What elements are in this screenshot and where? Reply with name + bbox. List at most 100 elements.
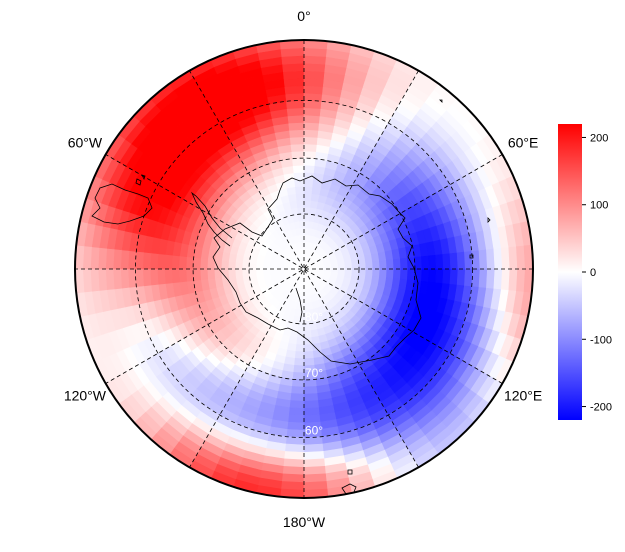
field-cell: [241, 262, 250, 270]
field-cell: [421, 268, 430, 283]
field-cell: [379, 268, 388, 279]
field-cell: [206, 258, 216, 270]
field-cell: [456, 268, 466, 287]
field-cell: [303, 178, 314, 187]
field-cell: [185, 256, 195, 270]
field-cell: [292, 164, 305, 174]
field-cell: [299, 227, 305, 236]
field-cell: [303, 157, 316, 167]
colorbar-tick-label: 200: [590, 133, 608, 145]
field-cell: [303, 143, 318, 152]
field-cell: [156, 253, 166, 270]
field-cell: [269, 268, 278, 273]
latitude-labels: 80° 70° 60°: [305, 310, 323, 438]
field-cell: [284, 443, 305, 453]
field-cell: [289, 393, 305, 402]
field-cell: [303, 150, 317, 160]
colorbar-tick-label: 100: [590, 200, 608, 212]
field-cell: [279, 40, 305, 50]
anomaly-field: [75, 40, 533, 498]
field-cell: [442, 268, 452, 285]
field-cell: [120, 249, 130, 270]
field-cell: [300, 241, 305, 249]
field-cell: [303, 206, 311, 215]
longitude-labels: 0° 60°E 120°E 180°W 120°W 60°W: [64, 8, 542, 530]
field-cell: [142, 251, 152, 270]
field-cell: [290, 386, 305, 395]
field-cell: [478, 249, 488, 270]
field-cell: [303, 357, 315, 367]
field-cell: [276, 268, 284, 273]
field-cell: [286, 100, 305, 109]
meridian-line: [105, 154, 503, 384]
field-cell: [303, 92, 323, 102]
field-cell: [206, 268, 216, 280]
field-cell: [303, 114, 321, 124]
longitude-label: 60°E: [508, 135, 539, 151]
field-cell: [372, 268, 381, 278]
latitude-label: 80°: [305, 310, 323, 324]
field-cell: [303, 289, 308, 297]
field-cell: [303, 129, 319, 138]
field-cell: [289, 136, 305, 145]
field-cell: [295, 192, 305, 201]
field-cell: [227, 260, 236, 270]
field-cell: [399, 257, 409, 270]
field-cell: [234, 261, 243, 270]
field-cell: [286, 429, 305, 438]
field-cell: [493, 247, 503, 270]
field-cell: [292, 364, 305, 374]
colorbar-tick-label: -100: [590, 334, 612, 346]
field-cell: [303, 351, 314, 360]
field-cell: [351, 262, 360, 270]
field-cell: [149, 268, 159, 286]
field-cell: [255, 268, 264, 275]
field-cell: [283, 77, 305, 87]
field-cell: [290, 207, 299, 216]
field-cell: [358, 268, 367, 276]
field-cell: [291, 378, 305, 388]
field-cell: [178, 255, 187, 270]
field-cell: [262, 268, 271, 274]
field-cell: [282, 465, 305, 476]
field-cell: [284, 85, 305, 95]
islands-1: [135, 174, 146, 186]
latitude-circle: [192, 157, 416, 381]
field-cell: [286, 107, 305, 117]
field-cell: [112, 268, 122, 290]
field-cell: [324, 265, 332, 270]
field-cell: [303, 400, 319, 409]
field-cell: [112, 248, 122, 270]
field-cell: [435, 254, 444, 270]
field-cell: [471, 250, 481, 270]
field-cell: [192, 268, 202, 281]
field-cell: [234, 268, 243, 277]
field-cell: [303, 136, 319, 145]
field-cell: [287, 414, 305, 424]
field-cell: [486, 248, 496, 270]
field-cell: [295, 337, 305, 346]
field-cell: [105, 247, 115, 270]
antarctica-coastline: [91, 99, 491, 495]
field-cell: [290, 143, 305, 152]
longitude-label: 180°W: [283, 514, 326, 530]
field-cell: [287, 114, 305, 124]
field-cell: [220, 259, 229, 270]
field-cell: [171, 268, 180, 284]
field-cell: [303, 414, 321, 424]
field-cell: [500, 268, 511, 291]
field-cell: [303, 164, 316, 174]
field-cell: [199, 268, 209, 281]
field-cell: [105, 268, 115, 291]
field-cell: [392, 258, 402, 270]
field-cell: [300, 234, 305, 243]
field-cell: [288, 407, 305, 417]
field-cell: [293, 171, 305, 181]
field-cell: [303, 70, 326, 80]
longitude-label: 120°W: [64, 388, 107, 404]
field-cell: [303, 85, 324, 95]
field-cell: [428, 254, 437, 270]
antarctica-outline: [212, 175, 422, 365]
field-cell: [330, 265, 339, 270]
